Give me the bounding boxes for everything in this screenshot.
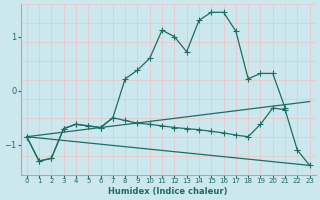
X-axis label: Humidex (Indice chaleur): Humidex (Indice chaleur) <box>108 187 228 196</box>
